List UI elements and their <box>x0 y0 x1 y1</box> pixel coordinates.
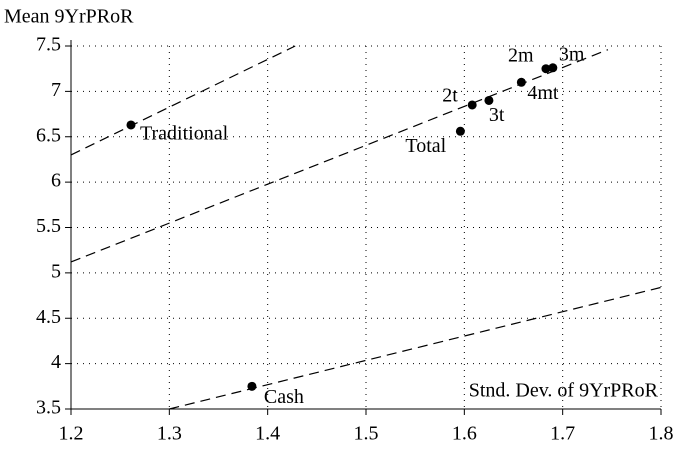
y-tick-label: 6 <box>51 170 61 192</box>
x-tick-label: 1.6 <box>452 423 477 445</box>
point-label: Total <box>405 135 446 157</box>
x-tick-label: 1.3 <box>157 423 182 445</box>
point-label: 3t <box>489 104 505 126</box>
x-axis-label: Stnd. Dev. of 9YrPRoR <box>469 380 659 402</box>
x-tick-label: 1.7 <box>550 423 575 445</box>
y-tick-label: 4.5 <box>36 306 61 328</box>
point <box>126 120 136 130</box>
point <box>541 64 551 74</box>
y-tick-label: 5.5 <box>36 215 61 237</box>
frontier-line <box>70 45 296 156</box>
point <box>247 381 257 391</box>
x-tick-label: 1.5 <box>354 423 379 445</box>
point-label: 2t <box>442 85 458 107</box>
y-axis-label: Mean 9YrPRoR <box>4 6 134 28</box>
point <box>548 63 558 73</box>
y-tick-label: 4 <box>51 351 61 373</box>
x-tick-label: 1.8 <box>649 423 674 445</box>
point <box>516 77 526 87</box>
x-tick-label: 1.4 <box>255 423 280 445</box>
y-tick-label: 6.5 <box>36 124 61 146</box>
y-tick-label: 7.5 <box>36 34 61 56</box>
point-label: 3m <box>559 43 585 65</box>
point <box>455 126 465 136</box>
point-label: Traditional <box>140 123 229 145</box>
point-label: 4mt <box>527 82 559 104</box>
point-label: 2m <box>508 44 534 66</box>
y-tick-label: 7 <box>51 79 61 101</box>
point <box>484 95 494 105</box>
y-tick-label: 3.5 <box>36 397 61 419</box>
point-label: Cash <box>264 386 304 408</box>
point <box>467 100 477 110</box>
x-tick-label: 1.2 <box>59 423 84 445</box>
y-tick-label: 5 <box>51 260 61 282</box>
